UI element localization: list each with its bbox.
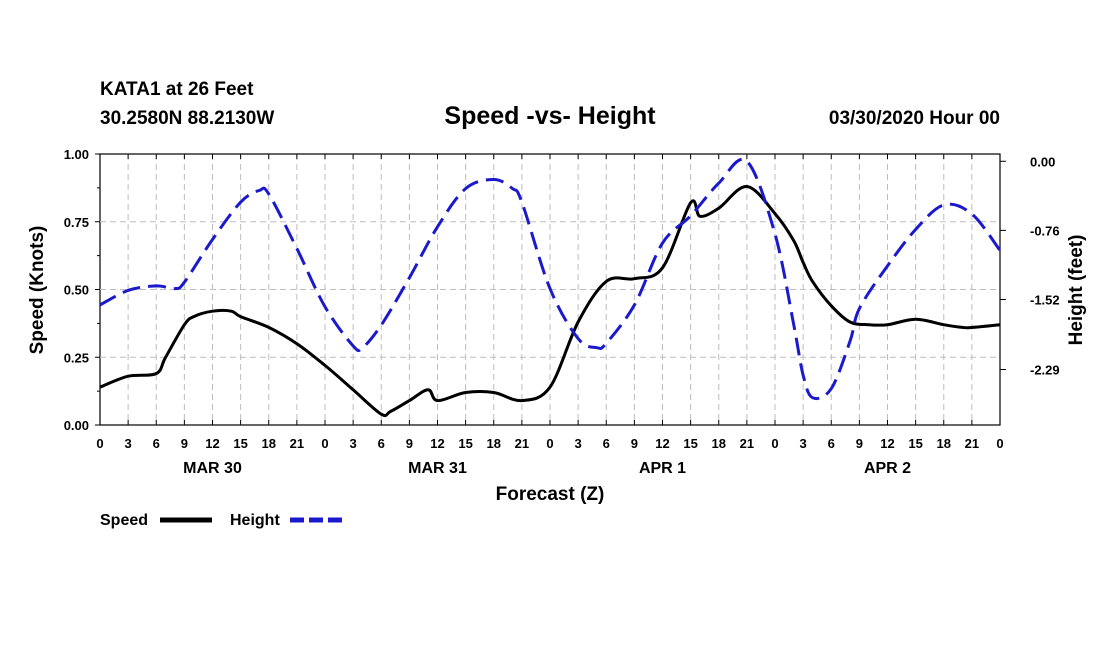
day-label: MAR 31: [408, 460, 467, 477]
x-tick-label: 21: [740, 436, 754, 451]
y-tick-label: 0.50: [64, 283, 89, 298]
y2-tick-label: -0.76: [1030, 223, 1060, 238]
x-tick-label: 12: [205, 436, 219, 451]
series-line-height: [99, 157, 1002, 401]
station-label: KATA1 at 26 Feet: [100, 79, 254, 100]
x-tick-label: 18: [487, 436, 501, 451]
y-axis-label: Speed (Knots): [27, 226, 48, 355]
y-tick-label: 0.25: [64, 350, 89, 365]
y-tick-label: 0.75: [64, 215, 89, 230]
y-tick-label: 0.00: [64, 418, 89, 433]
x-tick-label: 12: [430, 436, 444, 451]
x-tick-label: 12: [655, 436, 669, 451]
y2-tick-label: -2.29: [1030, 363, 1060, 378]
x-tick-label: 18: [712, 436, 726, 451]
x-tick-label: 15: [458, 436, 472, 451]
day-label: MAR 30: [183, 460, 242, 477]
chart-title: Speed -vs- Height: [444, 102, 656, 130]
x-tick-label: 9: [181, 436, 188, 451]
x-tick-label: 0: [771, 436, 778, 451]
x-tick-label: 18: [262, 436, 276, 451]
legend-speed-label: Speed: [100, 512, 148, 529]
x-tick-label: 9: [856, 436, 863, 451]
x-tick-label: 9: [631, 436, 638, 451]
x-tick-label: 3: [125, 436, 132, 451]
x-tick-label: 12: [880, 436, 894, 451]
x-tick-label: 18: [937, 436, 951, 451]
y-tick-label: 1.00: [64, 147, 89, 162]
forecast-datetime: 03/30/2020 Hour 00: [829, 108, 1000, 129]
x-tick-label: 6: [828, 436, 835, 451]
x-tick-label: 6: [153, 436, 160, 451]
x-tick-label: 6: [378, 436, 385, 451]
y2-axis-label: Height (feet): [1066, 235, 1087, 346]
x-tick-label: 3: [800, 436, 807, 451]
x-tick-label: 0: [321, 436, 328, 451]
day-label: APR 2: [864, 460, 911, 477]
station-coords: 30.2580N 88.2130W: [100, 108, 274, 129]
legend-height-label: Height: [230, 512, 280, 529]
day-label: APR 1: [639, 460, 686, 477]
x-tick-label: 0: [96, 436, 103, 451]
x-tick-label: 15: [233, 436, 247, 451]
y2-tick-label: -1.52: [1030, 293, 1060, 308]
x-tick-label: 21: [290, 436, 304, 451]
x-tick-label: 21: [965, 436, 979, 451]
x-tick-label: 0: [996, 436, 1003, 451]
series-line-speed: [99, 185, 1001, 418]
x-axis-label: Forecast (Z): [496, 484, 605, 505]
legend: Speed Height: [100, 512, 342, 529]
x-tick-label: 6: [603, 436, 610, 451]
x-tick-label: 15: [908, 436, 922, 451]
x-tick-label: 15: [683, 436, 697, 451]
x-tick-label: 3: [575, 436, 582, 451]
x-tick-label: 0: [546, 436, 553, 451]
y2-tick-label: 0.00: [1030, 154, 1055, 169]
x-tick-label: 21: [515, 436, 529, 451]
x-tick-label: 3: [350, 436, 357, 451]
x-tick-label: 9: [406, 436, 413, 451]
